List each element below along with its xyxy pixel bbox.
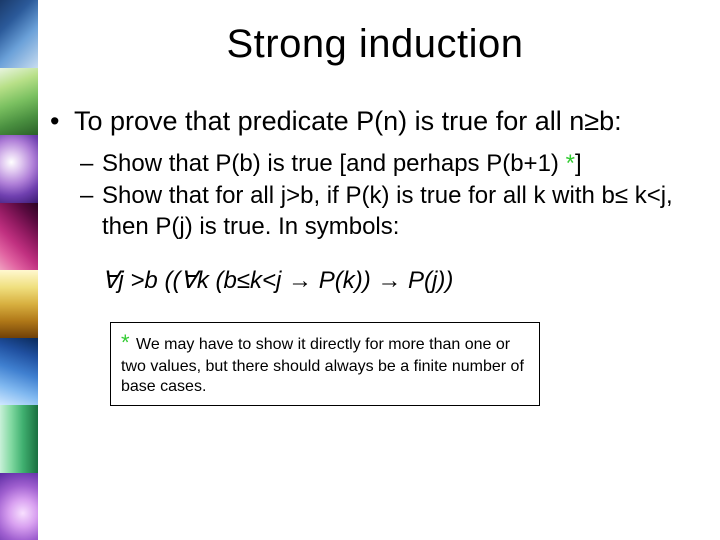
footnote-star-icon: * (121, 330, 130, 355)
sub-bullet-2: – Show that for all j>b, if P(k) is true… (80, 181, 700, 242)
sub1-prefix: Show that P(b) is true [and perhaps P(b+… (102, 150, 566, 177)
bullet-text: To prove that predicate P(n) is true for… (74, 105, 700, 139)
deco-seg (0, 68, 38, 136)
sub1-suffix: ] (575, 150, 582, 177)
sub-bullet-1: – Show that P(b) is true [and perhaps P(… (80, 149, 700, 180)
bullet-marker: • (50, 105, 74, 139)
deco-seg (0, 203, 38, 271)
deco-seg (0, 135, 38, 203)
dash-marker: – (80, 149, 102, 180)
sub-text-2: Show that for all j>b, if P(k) is true f… (102, 181, 700, 242)
sub-text-1: Show that P(b) is true [and perhaps P(b+… (102, 149, 700, 180)
star-icon: * (566, 150, 575, 177)
footnote-box: * We may have to show it directly for mo… (110, 322, 540, 406)
deco-seg (0, 405, 38, 473)
footnote-text: We may have to show it directly for more… (121, 336, 524, 395)
deco-seg (0, 338, 38, 406)
deco-seg (0, 473, 38, 540)
formula: ∀j >b ((∀k (b≤k<j → P(k)) → P(j)) (102, 265, 700, 296)
dash-marker: – (80, 181, 102, 212)
deco-seg (0, 0, 38, 68)
slide-title: Strong induction (50, 22, 700, 67)
bullet-main: • To prove that predicate P(n) is true f… (50, 105, 700, 139)
decorative-sidebar (0, 0, 38, 540)
deco-seg (0, 270, 38, 338)
slide-content: Strong induction • To prove that predica… (50, 0, 710, 540)
